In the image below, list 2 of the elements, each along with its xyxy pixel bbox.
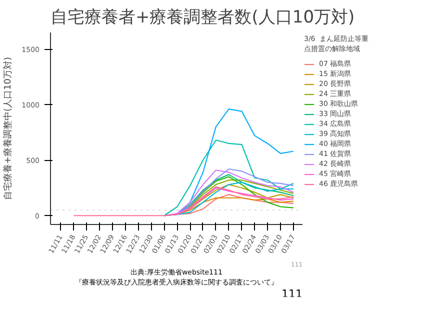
y-axis-title: 自宅療養+療養調整中(人口10万対) [2,56,14,200]
chart-title: 自宅療養者+療養調整者数(人口10万対) [50,8,355,28]
